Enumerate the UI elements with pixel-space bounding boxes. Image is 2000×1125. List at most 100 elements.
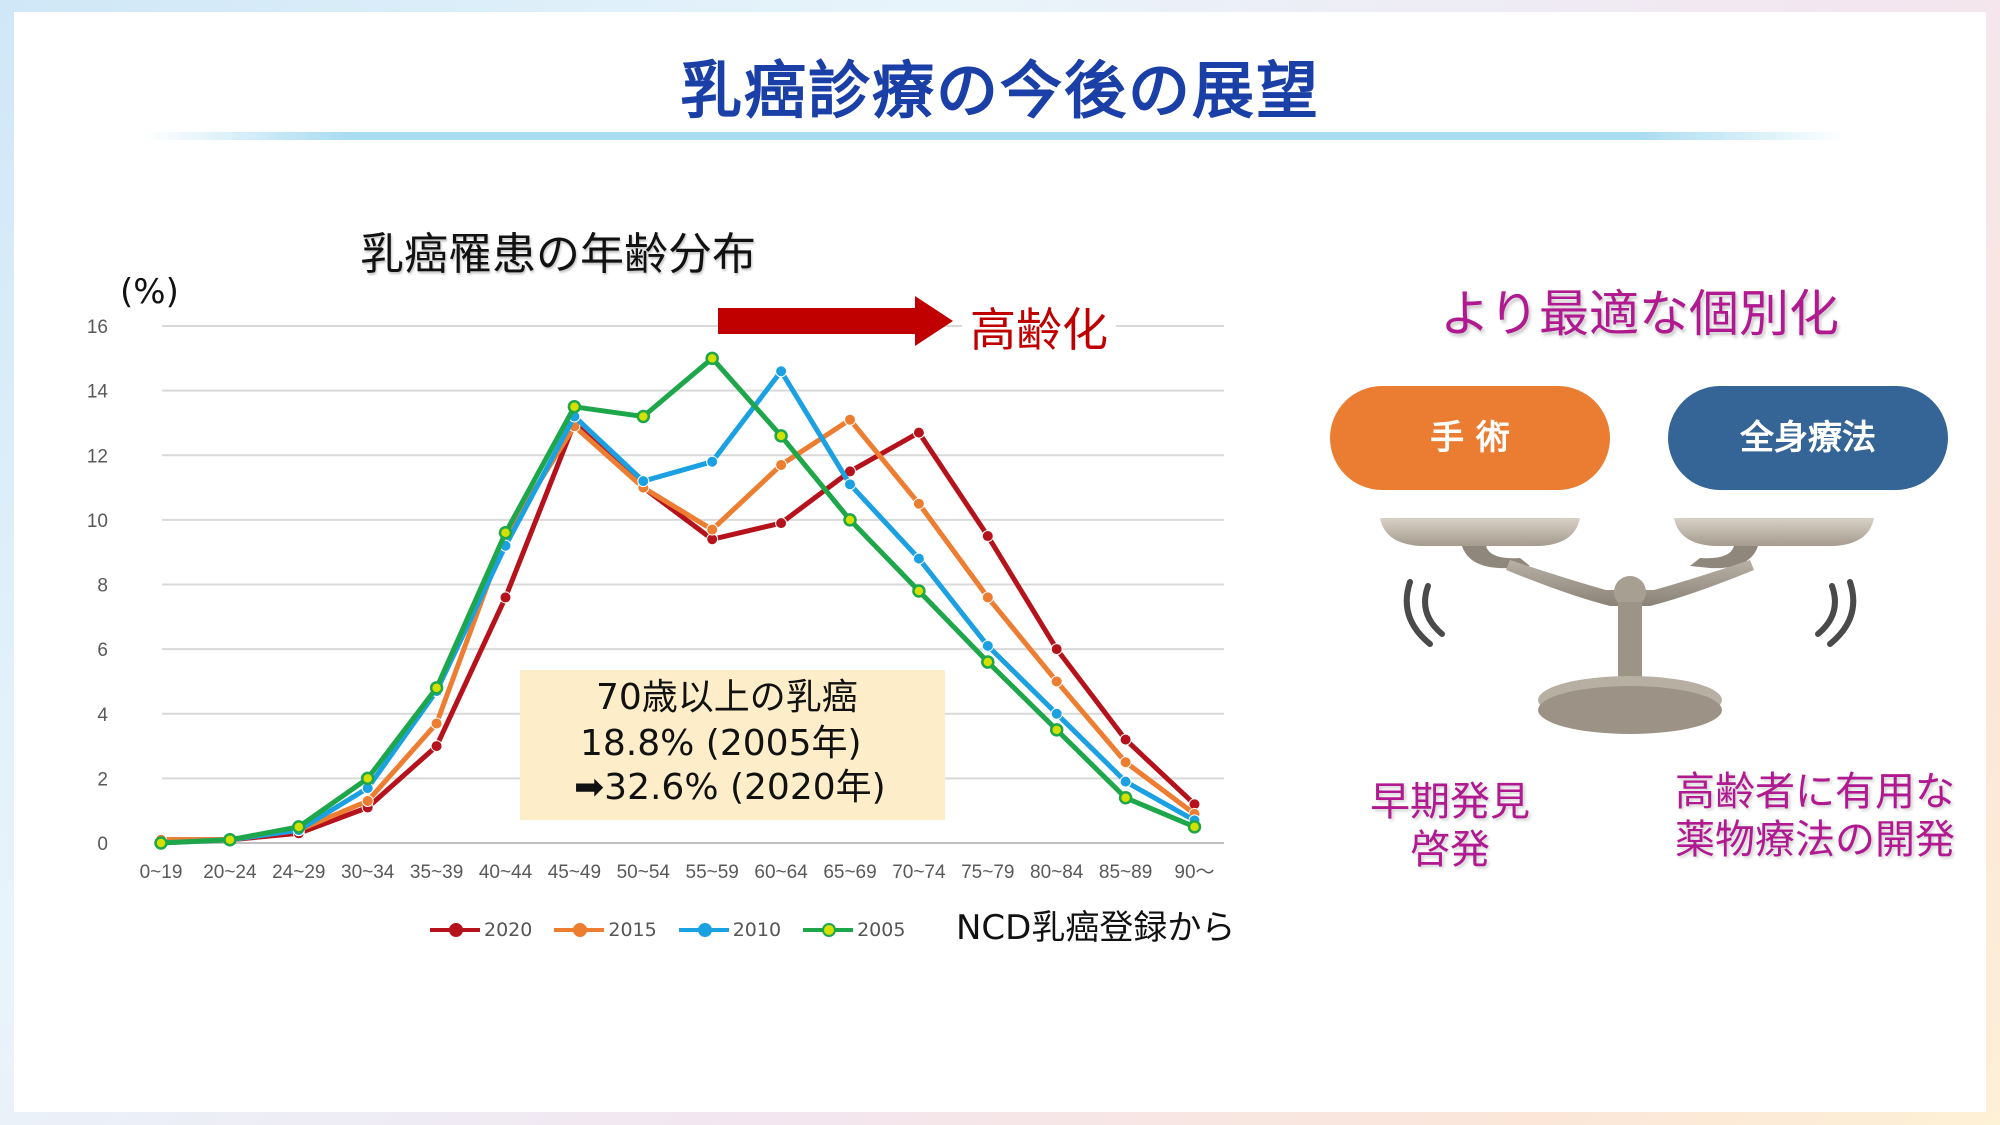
- data-point: [637, 475, 650, 488]
- legend-swatch: [803, 923, 854, 937]
- x-tick-label: 90～: [1174, 862, 1214, 883]
- data-point: [430, 740, 443, 753]
- scale-post: [1618, 602, 1642, 688]
- legend-marker: [697, 923, 712, 937]
- data-point: [429, 681, 444, 695]
- balance-scale-icon: [1380, 518, 1874, 734]
- data-point: [706, 455, 719, 468]
- elderly-drug-therapy-caption: 高齢者に有用な 薬物療法の開発: [1650, 768, 1980, 864]
- data-point: [1050, 643, 1063, 656]
- x-tick-label: 45~49: [548, 862, 601, 883]
- y-tick-label: 12: [87, 446, 108, 467]
- data-point: [1119, 775, 1132, 788]
- x-tick-label: 0~19: [140, 862, 183, 883]
- scale-left-pan: [1380, 518, 1580, 546]
- data-point: [981, 591, 994, 604]
- callout-line-2: 18.8% (2005年): [580, 723, 862, 764]
- data-point: [775, 517, 788, 530]
- legend-item-2010: 2010: [678, 919, 782, 941]
- elderly-callout: 70歳以上の乳癌 18.8% (2005年) ➡32.6% (2020年): [520, 670, 945, 820]
- early-detection-caption: 早期発見 啓発: [1350, 778, 1550, 874]
- x-tick-label: 65~69: [823, 862, 876, 883]
- legend-marker: [573, 923, 588, 937]
- data-point: [498, 526, 513, 540]
- series-line: [160, 368, 1196, 846]
- data-point: [706, 523, 719, 536]
- x-tick-label: 55~59: [686, 862, 739, 883]
- y-tick-label: 0: [97, 834, 108, 855]
- legend-label: 2015: [608, 919, 657, 941]
- series-2005: [154, 351, 1202, 850]
- data-point: [912, 584, 926, 598]
- y-tick-label: 8: [97, 576, 108, 597]
- legend-marker: [449, 923, 463, 937]
- legend-marker: [822, 923, 837, 937]
- chart-legend: 2020 2015 2010 2005: [430, 915, 905, 945]
- scale-right-hook: [1690, 546, 1758, 569]
- data-point: [981, 655, 995, 669]
- x-axis-ticks: 0~19 20~24 24~29 30~34 35~39 40~44 45~49 50~54 5…: [140, 862, 1215, 883]
- x-tick-label: 70~74: [892, 862, 946, 883]
- data-point: [1050, 707, 1063, 720]
- x-tick-label: 85~89: [1099, 862, 1152, 883]
- data-point: [1050, 675, 1063, 688]
- x-tick-label: 30~34: [341, 862, 395, 883]
- data-point: [292, 820, 306, 834]
- y-axis-ticks: 0 2 4 6 8 10 12 14 16: [87, 317, 109, 855]
- data-point: [1119, 733, 1132, 746]
- data-point: [499, 591, 512, 604]
- aging-arrow-icon: [915, 296, 953, 346]
- legend-label: 2010: [732, 919, 782, 941]
- data-point: [981, 639, 994, 652]
- series-line: [160, 355, 1196, 846]
- data-point: [1049, 723, 1064, 737]
- scale-base: [1538, 686, 1722, 734]
- data-point: [1187, 820, 1202, 834]
- systemic-therapy-pill: 全身療法: [1668, 386, 1948, 490]
- data-point: [223, 833, 237, 847]
- data-point: [912, 426, 925, 439]
- data-point: [430, 717, 443, 730]
- data-point: [154, 836, 168, 850]
- data-point: [981, 530, 994, 543]
- y-tick-label: 10: [87, 511, 108, 532]
- data-point: [912, 552, 925, 565]
- aging-label: 高齢化: [962, 294, 1116, 360]
- data-point: [1118, 791, 1133, 805]
- data-source: NCD乳癌登録から: [956, 908, 1236, 948]
- data-point: [844, 413, 856, 426]
- elderly-drug-therapy-text: 高齢者に有用な 薬物療法の開発: [1675, 769, 1955, 863]
- aging-arrow-shaft: [718, 308, 918, 334]
- data-point: [705, 351, 719, 366]
- data-point: [844, 478, 856, 491]
- x-tick-label: 24~29: [272, 862, 325, 883]
- data-point: [360, 771, 375, 786]
- data-point: [567, 400, 582, 414]
- data-point: [843, 513, 857, 527]
- personalization-heading: より最適な個別化: [1440, 285, 1839, 343]
- x-tick-label: 35~39: [410, 862, 463, 883]
- data-point: [775, 458, 788, 471]
- y-tick-label: 2: [97, 769, 108, 790]
- y-tick-label: 16: [87, 317, 108, 338]
- legend-item-2015: 2015: [554, 919, 657, 941]
- legend-item-2005: 2005: [803, 919, 905, 941]
- x-tick-label: 20~24: [203, 862, 257, 883]
- x-tick-label: 75~79: [961, 862, 1014, 883]
- motion-mark-right: [1815, 583, 1838, 637]
- data-point: [636, 409, 651, 424]
- x-tick-label: 50~54: [617, 862, 671, 883]
- surgery-pill: 手 術: [1330, 386, 1610, 490]
- x-tick-label: 60~64: [754, 862, 808, 883]
- callout-line-3: ➡32.6% (2020年): [574, 767, 886, 808]
- callout-line-1: 70歳以上の乳癌: [596, 677, 858, 718]
- slide-title: 乳癌診療の今後の展望: [679, 54, 1320, 127]
- series-line: [161, 417, 1197, 843]
- legend-label: 2020: [484, 919, 533, 941]
- y-tick-label: 4: [97, 705, 108, 726]
- slide: 乳癌診療の今後の展望: [14, 12, 1986, 1112]
- data-point: [361, 794, 374, 807]
- title-underline: [144, 132, 1844, 140]
- scale-pivot: [1614, 576, 1646, 608]
- legend-item-2020: 2020: [430, 919, 532, 941]
